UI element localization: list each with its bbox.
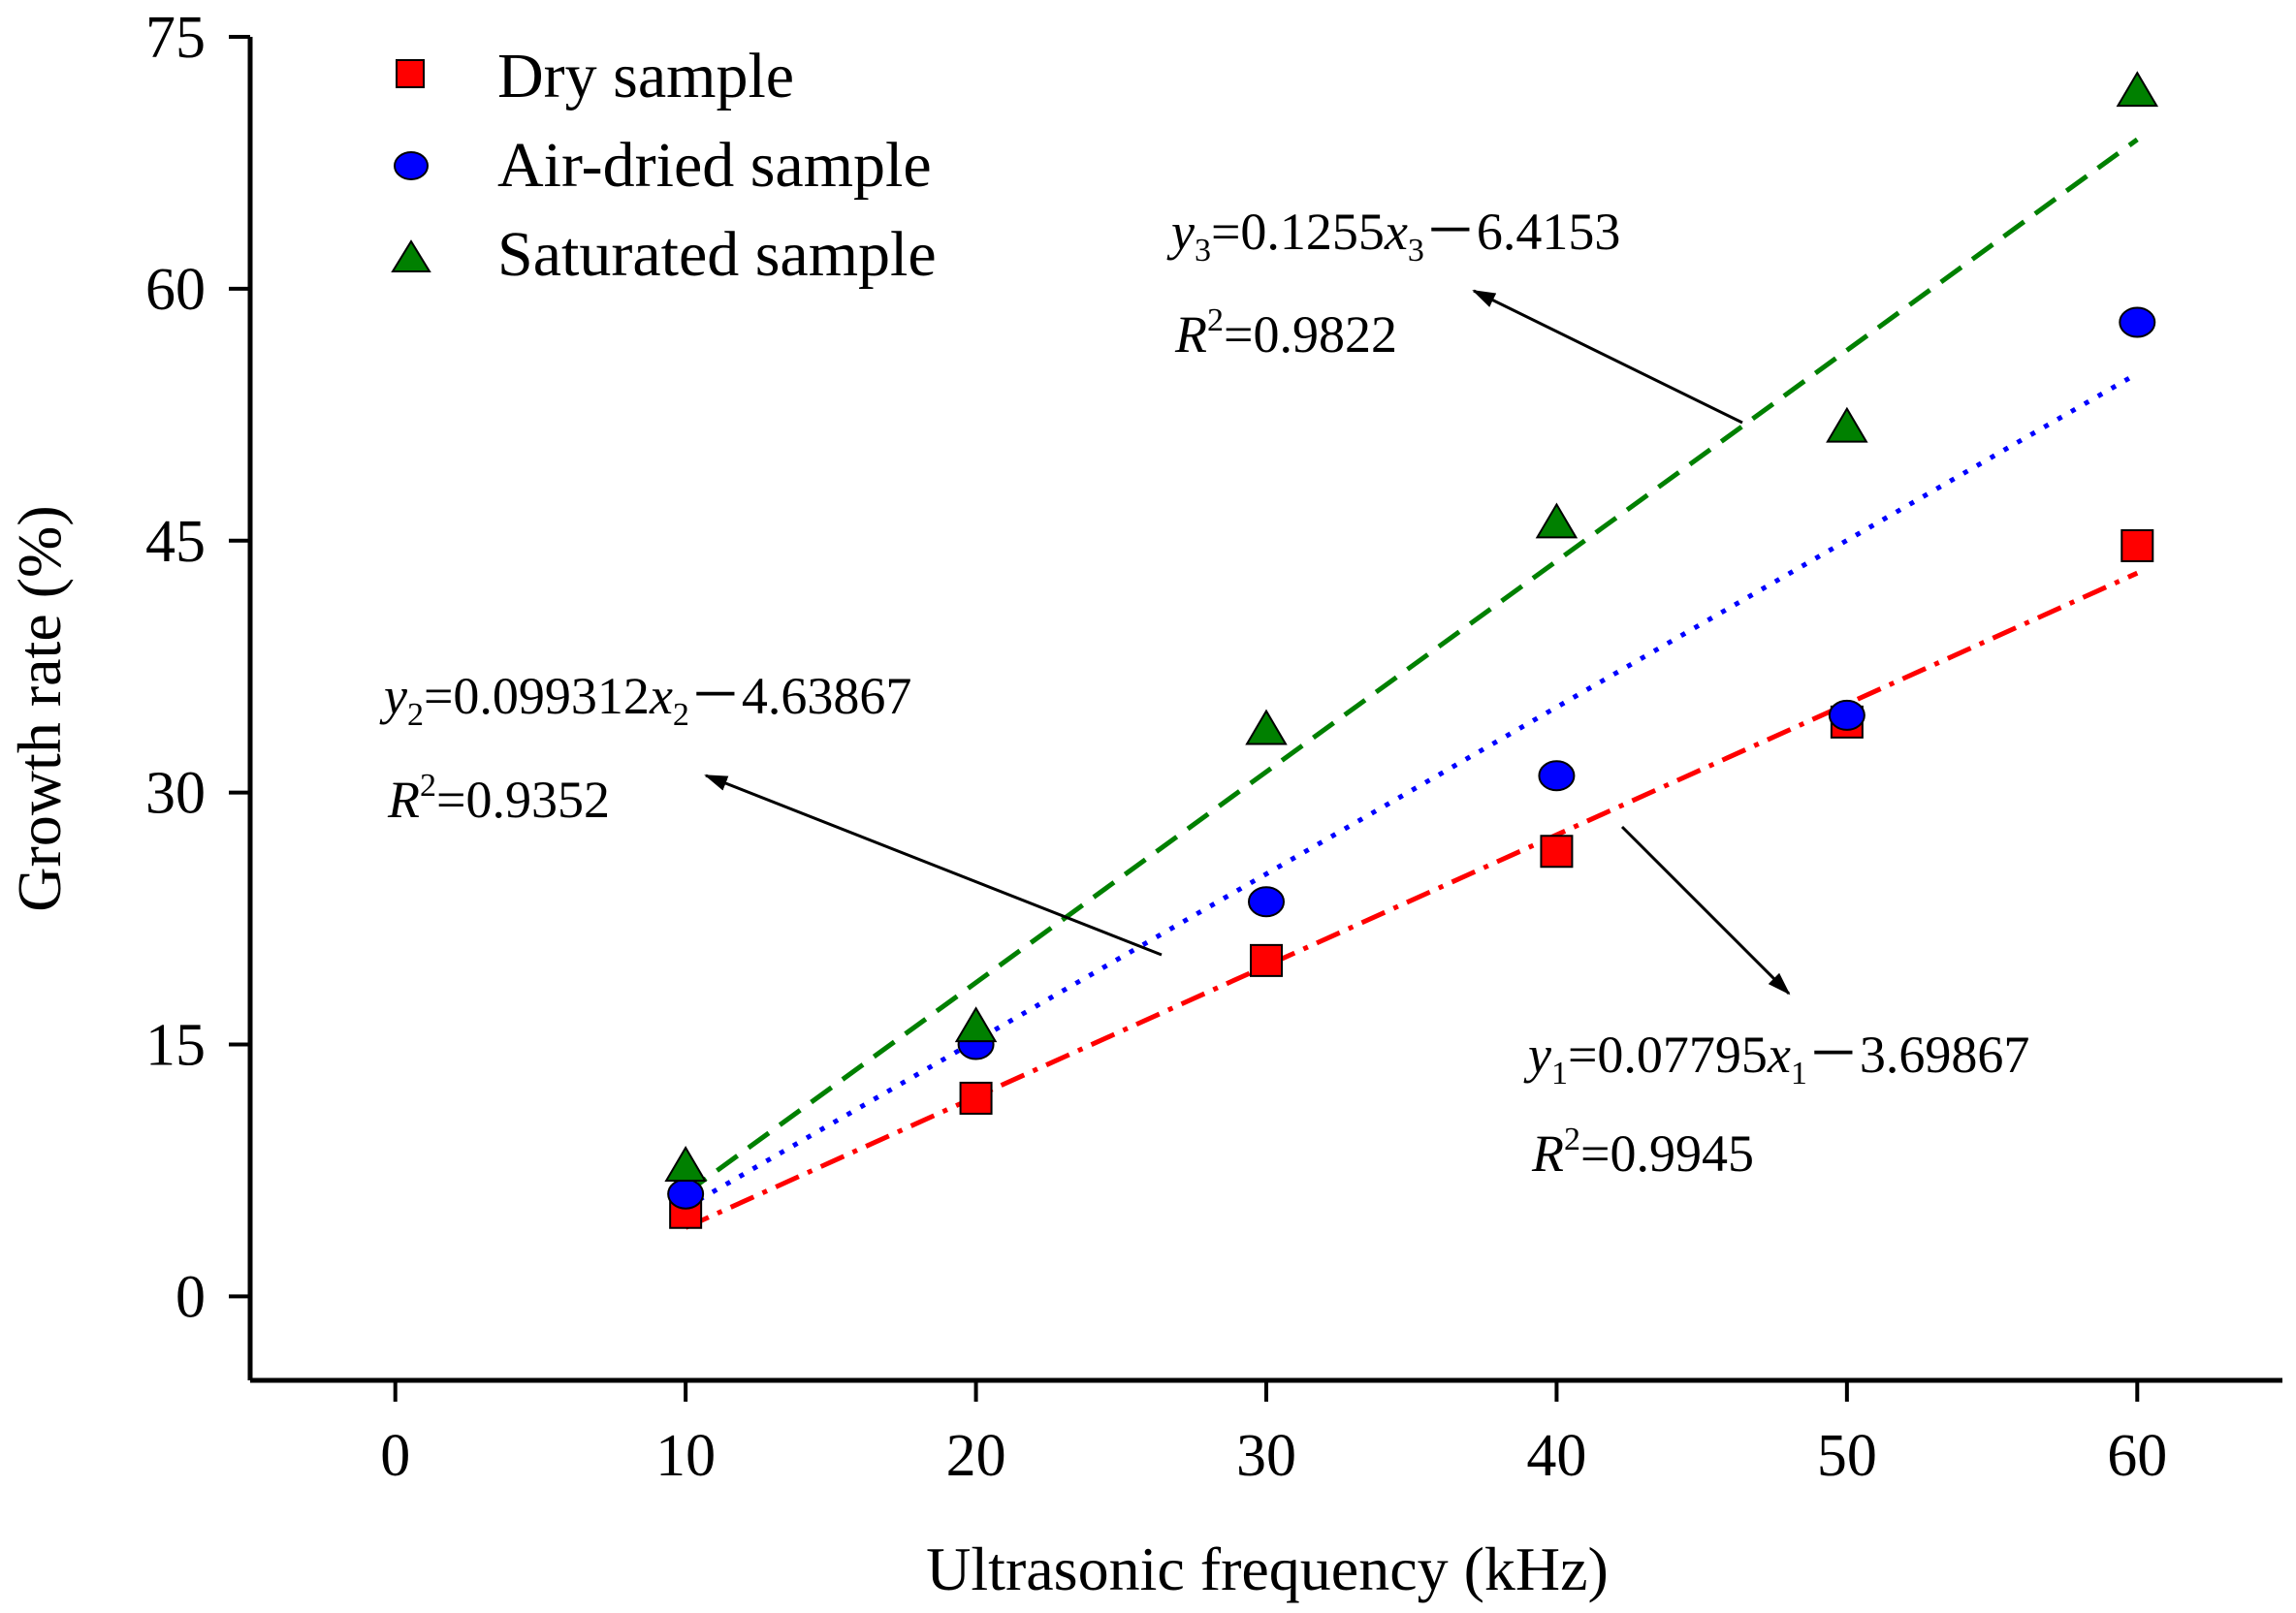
eq1-r2-label: R — [1531, 1124, 1564, 1183]
legend-label-air-dried: Air-dried sample — [497, 130, 932, 201]
x-tick-label: 30 — [1236, 1423, 1296, 1489]
legend-marker-saturated — [391, 239, 431, 272]
eq1-r2-sup: 2 — [1564, 1122, 1580, 1157]
point-dry — [1540, 835, 1574, 869]
eq3-r2-sup: 2 — [1207, 302, 1224, 338]
eq2-y-sub: 2 — [407, 697, 424, 733]
x-axis-title: Ultrasonic frequency (kHz) — [926, 1534, 1609, 1603]
eq2-r2-value: =0.9352 — [436, 771, 610, 829]
arrow-y3 — [1472, 289, 1743, 425]
arrow-y1 — [1620, 825, 1791, 996]
annotation-arrows — [704, 289, 1791, 996]
svg-text:R2=0.9352: R2=0.9352 — [387, 768, 610, 829]
eq1-mid: =0.07795 — [1568, 1026, 1768, 1084]
eq3-y-sub: 3 — [1195, 233, 1211, 269]
point-air-dried — [1248, 886, 1285, 918]
legend: Dry sample Air-dried sample Saturated sa… — [391, 41, 937, 290]
x-tick-label: 50 — [1817, 1423, 1877, 1489]
point-air-dried — [667, 1178, 705, 1210]
equation-saturated: y3=0.1255x3－6.4153 R2=0.9822 — [1166, 203, 1620, 364]
point-saturated — [954, 1006, 998, 1043]
arrow-y2 — [704, 774, 1163, 957]
legend-marker-air-dried — [394, 151, 429, 180]
point-air-dried — [1538, 760, 1576, 792]
eq3-mid: =0.1255 — [1211, 203, 1385, 261]
eq1-y-sub: 1 — [1551, 1056, 1568, 1091]
eq3-rhs: －6.4153 — [1424, 203, 1621, 261]
svg-text:y1=0.07795x1－3.69867: y1=0.07795x1－3.69867 — [1523, 1026, 2029, 1091]
eq2-r2-sup: 2 — [420, 768, 436, 804]
y-tick-label: 0 — [175, 1264, 206, 1330]
eq1-y-var: y — [1523, 1026, 1551, 1084]
point-saturated — [2116, 71, 2159, 108]
point-dry — [1250, 943, 1283, 977]
y-tick-label: 60 — [145, 257, 206, 323]
axes: 0 10 20 30 40 50 60 0 15 30 45 60 75 — [145, 5, 2282, 1489]
point-air-dried — [1828, 699, 1866, 731]
eq2-mid: =0.099312 — [424, 667, 650, 725]
eq2-x-var: x — [649, 667, 673, 725]
eq3-r2-label: R — [1174, 305, 1207, 364]
equation-dry: y1=0.07795x1－3.69867 R2=0.9945 — [1523, 1026, 2029, 1183]
y-ticks: 0 15 30 45 60 75 — [145, 5, 250, 1330]
point-dry — [2121, 528, 2154, 562]
y-axis-title: Growth rate (%) — [5, 505, 74, 911]
eq3-r2-value: =0.9822 — [1224, 305, 1397, 364]
svg-text:y2=0.099312x2－4.63867: y2=0.099312x2－4.63867 — [379, 667, 911, 733]
point-saturated — [1245, 709, 1288, 745]
eq1-x-sub: 1 — [1791, 1056, 1807, 1091]
y-tick-label: 30 — [145, 761, 206, 827]
point-saturated — [664, 1146, 707, 1182]
point-saturated — [1535, 502, 1578, 539]
eq2-rhs: －4.63867 — [689, 667, 912, 725]
eq1-r2-value: =0.9945 — [1580, 1124, 1754, 1183]
equation-air-dried: y2=0.099312x2－4.63867 R2=0.9352 — [379, 667, 911, 829]
point-saturated — [1826, 406, 1868, 443]
x-tick-label: 0 — [380, 1423, 410, 1489]
eq2-x-sub: 2 — [673, 697, 689, 733]
eq3-x-sub: 3 — [1408, 233, 1424, 269]
x-ticks: 0 10 20 30 40 50 60 — [380, 1380, 2167, 1489]
x-tick-label: 20 — [946, 1423, 1006, 1489]
eq3-y-var: y — [1166, 203, 1195, 261]
eq3-x-var: x — [1384, 203, 1408, 261]
eq2-r2-label: R — [387, 771, 420, 829]
eq2-y-var: y — [379, 667, 407, 725]
legend-marker-dry — [396, 59, 425, 88]
eq1-x-var: x — [1767, 1026, 1791, 1084]
eq1-rhs: －3.69867 — [1807, 1026, 2030, 1084]
svg-text:R2=0.9945: R2=0.9945 — [1531, 1122, 1754, 1183]
point-dry — [959, 1081, 993, 1115]
legend-label-saturated: Saturated sample — [497, 219, 937, 290]
y-tick-label: 75 — [145, 5, 206, 71]
data-points — [664, 71, 2159, 1229]
y-tick-label: 15 — [145, 1013, 206, 1079]
legend-label-dry: Dry sample — [497, 41, 794, 111]
svg-text:R2=0.9822: R2=0.9822 — [1174, 302, 1397, 364]
point-air-dried — [2119, 306, 2156, 338]
x-tick-label: 60 — [2107, 1423, 2167, 1489]
x-tick-label: 40 — [1526, 1423, 1586, 1489]
y-tick-label: 45 — [145, 509, 206, 575]
x-tick-label: 10 — [655, 1423, 716, 1489]
fit-line-3 — [684, 137, 2139, 1196]
fit-line-1 — [685, 570, 2139, 1230]
svg-text:y3=0.1255x3－6.4153: y3=0.1255x3－6.4153 — [1166, 203, 1620, 269]
fit-lines — [684, 137, 2139, 1230]
